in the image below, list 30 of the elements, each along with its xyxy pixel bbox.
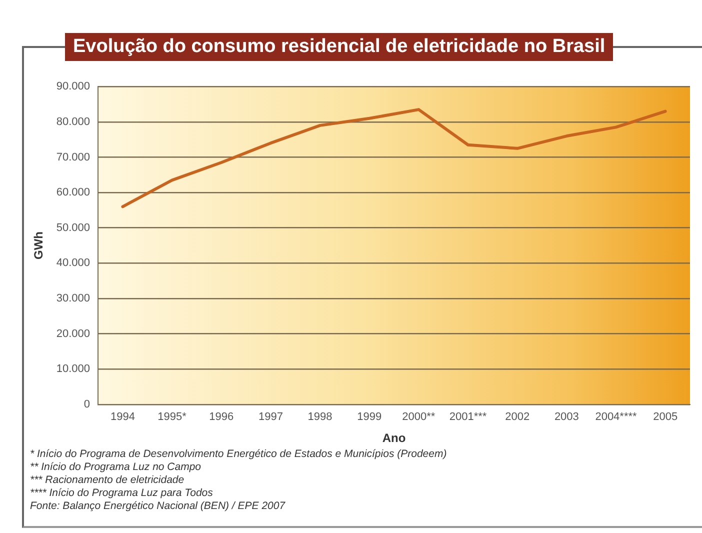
x-axis-title: Ano [382, 431, 406, 446]
x-tick-label: 1997 [258, 411, 283, 424]
chart-title: Evolução do consumo residencial de eletricidade no Brasil [65, 33, 614, 61]
y-tick-label: 30.000 [56, 292, 90, 304]
x-tick-label: 1998 [308, 411, 332, 424]
y-tick-label: 50.000 [56, 222, 90, 234]
x-tick-label: 2003 [554, 411, 579, 424]
y-tick-label: 90.000 [56, 80, 90, 93]
y-tick-label: 70.000 [56, 151, 90, 164]
y-tick-label: 10.000 [56, 363, 90, 376]
x-tick-label: 1999 [357, 411, 382, 424]
text: *** Racionamento de eletricidade [30, 474, 186, 487]
y-tick-label: 40.000 [56, 257, 90, 270]
x-tick-label: 1996 [209, 411, 234, 424]
text: **** Início do Programa Luz para Todos [30, 487, 214, 500]
text: ** Início do Programa Luz no Campo [30, 461, 202, 474]
y-tick-label: 0 [84, 398, 90, 410]
x-tick-label: 2005 [653, 411, 678, 424]
text: * Início do Programa de Desenvolvimento Energético de Estados e Municípios (Prodeem) [30, 448, 447, 461]
x-tick-label: 1994 [110, 411, 135, 424]
y-tick-label: 20.000 [56, 328, 90, 340]
y-axis-title: GWh [32, 232, 46, 260]
x-tick-label: 2001*** [449, 411, 488, 424]
x-tick-label: 2002 [505, 411, 530, 424]
y-tick-label: 80.000 [56, 116, 90, 128]
y-tick-label: 60.000 [56, 186, 90, 199]
source-note: Fonte: Balanço Energético Nacional (BEN) / EPE 2007 [30, 500, 286, 513]
x-tick-label: 2004**** [595, 411, 638, 424]
x-tick-label: 2000** [402, 411, 436, 424]
x-tick-label: 1995* [158, 411, 188, 424]
